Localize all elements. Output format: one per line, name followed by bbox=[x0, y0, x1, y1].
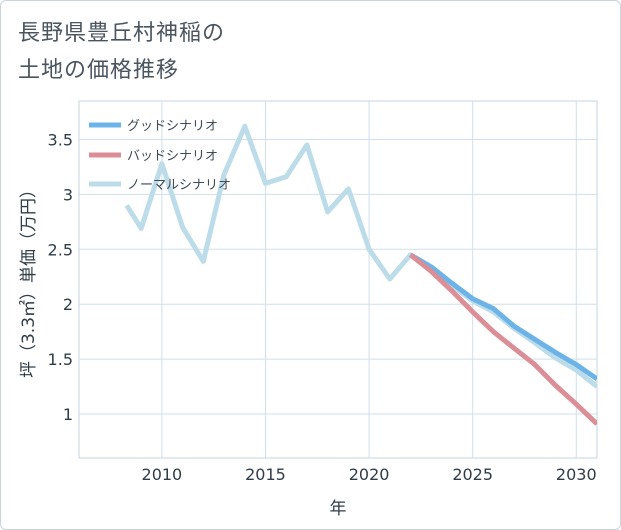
x-tick-label: 2015 bbox=[245, 465, 286, 484]
x-tick-label: 2030 bbox=[556, 465, 597, 484]
legend-label-1: バッドシナリオ bbox=[127, 149, 218, 164]
y-tick-label: 2.5 bbox=[48, 240, 73, 259]
x-tick-label: 2020 bbox=[349, 465, 390, 484]
legend-label-0: グッドシナリオ bbox=[127, 119, 218, 134]
series-line-1 bbox=[408, 252, 597, 426]
y-tick-label: 3 bbox=[63, 185, 73, 204]
y-tick-label: 3.5 bbox=[48, 130, 73, 149]
series-line-0 bbox=[409, 252, 597, 381]
chart-title: 長野県豊丘村神稲の 土地の価格推移 bbox=[18, 15, 418, 89]
y-tick-label: 1 bbox=[63, 405, 73, 424]
series-line-2 bbox=[124, 123, 597, 389]
plot-area-frame bbox=[78, 100, 598, 459]
chart-title-line-1: 長野県豊丘村神稲の bbox=[18, 21, 226, 46]
x-axis-title: 年 bbox=[330, 499, 347, 519]
y-tick-label: 2 bbox=[63, 295, 73, 314]
legend-label-2: ノーマルシナリオ bbox=[127, 178, 231, 193]
x-tick-label: 2025 bbox=[452, 465, 493, 484]
y-axis-title: 坪（3.3㎡）単価（万円） bbox=[19, 181, 39, 378]
y-tick-label: 1.5 bbox=[48, 350, 73, 369]
x-tick-label: 2010 bbox=[142, 465, 183, 484]
chart-title-line-2: 土地の価格推移 bbox=[18, 58, 180, 83]
